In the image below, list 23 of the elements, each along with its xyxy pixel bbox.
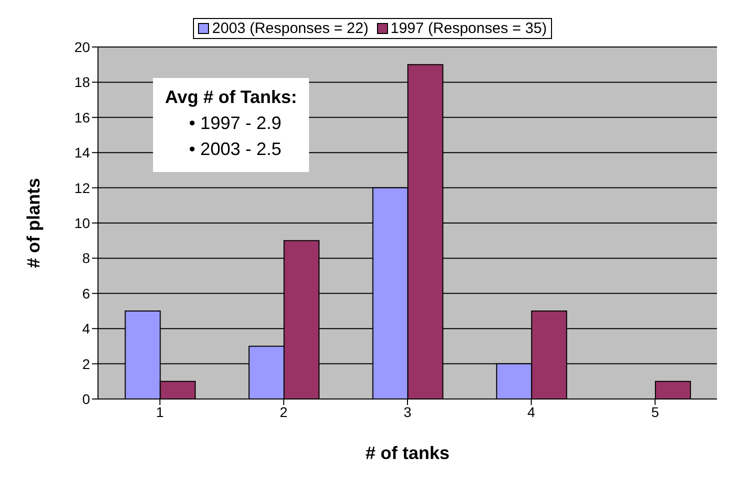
- x-tick-label: 1: [156, 404, 164, 420]
- y-axis-title: # of plants: [23, 178, 44, 268]
- legend-label: 1997 (Responses = 35): [390, 20, 547, 37]
- annotation: • 1997 - 2.9: [188, 112, 282, 135]
- y-tick-label: 12: [74, 180, 90, 196]
- x-tick-label: 5: [651, 404, 660, 420]
- annotation: • 2003 - 2.5: [188, 138, 282, 161]
- x-axis-title: # of tanks: [365, 443, 450, 463]
- legend-label: 2003 (Responses = 22): [211, 20, 368, 37]
- x-tick-label: 3: [404, 404, 412, 420]
- y-tick-label: 16: [74, 109, 90, 126]
- y-tick-label: 6: [82, 285, 90, 302]
- y-tick-label: 10: [74, 214, 90, 231]
- y-tick-label: 14: [74, 144, 90, 161]
- x-tick-label: 2: [280, 404, 288, 420]
- y-tick-label: 2: [82, 356, 90, 372]
- y-tick-label: 0: [82, 390, 90, 407]
- y-tick-label: 20: [74, 38, 90, 55]
- y-tick-label: 8: [82, 250, 90, 266]
- annotation: Avg # of Tanks:: [165, 86, 298, 109]
- x-tick-label: 4: [527, 404, 536, 420]
- y-tick-label: 18: [74, 74, 90, 90]
- y-tick-label: 4: [82, 320, 90, 337]
